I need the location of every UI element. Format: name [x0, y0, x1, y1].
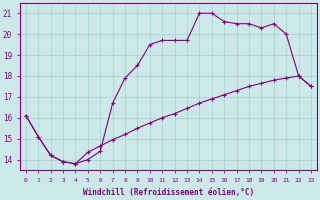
- X-axis label: Windchill (Refroidissement éolien,°C): Windchill (Refroidissement éolien,°C): [83, 188, 254, 197]
